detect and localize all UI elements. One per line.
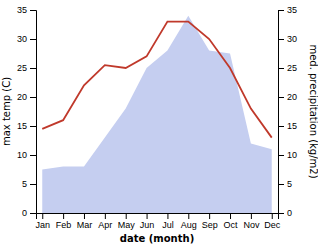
y-axis: 0 5 10 15 20 25 30 35 xyxy=(17,5,37,218)
tick-mark xyxy=(278,184,284,185)
tick-label: 25 xyxy=(17,63,27,73)
tick-label: 5 xyxy=(287,179,292,189)
tick: Feb xyxy=(56,213,72,230)
tick-mark xyxy=(147,213,148,219)
tick-label: 20 xyxy=(17,92,27,102)
tick-label: 5 xyxy=(22,179,27,189)
tick-mark xyxy=(251,213,252,219)
tick-mark xyxy=(167,213,168,219)
tick-mark xyxy=(278,39,284,40)
tick: 5 xyxy=(22,179,36,189)
chart: Jan Feb Mar Apr May Jun Jul Aug Sep Oct Nov Dec 0 5 10… xyxy=(0,0,318,247)
tick-label: 30 xyxy=(287,34,297,44)
tick: 25 xyxy=(278,63,297,73)
tick: 20 xyxy=(17,92,36,102)
tick-mark xyxy=(30,184,36,185)
tick-mark xyxy=(30,213,36,214)
tick-label: 0 xyxy=(22,208,27,218)
tick-mark xyxy=(278,97,284,98)
tick: 10 xyxy=(17,150,36,160)
tick-mark xyxy=(278,126,284,127)
tick: 30 xyxy=(17,34,36,44)
y2-axis-line xyxy=(279,11,285,214)
tick-mark xyxy=(209,213,210,219)
tick: 10 xyxy=(278,150,297,160)
tick: 5 xyxy=(278,179,292,189)
tick-mark xyxy=(30,10,36,11)
tick: 30 xyxy=(278,34,297,44)
tick-label: 35 xyxy=(287,5,297,15)
tick-mark xyxy=(30,126,36,127)
tick-mark xyxy=(278,68,284,69)
tick-label: 20 xyxy=(287,92,297,102)
tick-mark xyxy=(30,155,36,156)
tick-label: 10 xyxy=(17,150,27,160)
tick-label: Nov xyxy=(243,220,260,230)
tick-label: Jun xyxy=(140,220,155,230)
tick-mark xyxy=(63,213,64,219)
tick-mark xyxy=(278,10,284,11)
tick-mark xyxy=(84,213,85,219)
tick-label: Sep xyxy=(202,220,218,230)
tick: Aug xyxy=(181,213,197,230)
tick-mark xyxy=(188,213,189,219)
tick: Jul xyxy=(162,213,174,230)
tick-label: Mar xyxy=(77,220,93,230)
tick-mark xyxy=(30,39,36,40)
tick: 15 xyxy=(17,121,36,131)
tick-label: Jul xyxy=(162,220,174,230)
marks xyxy=(42,16,271,213)
tick-mark xyxy=(30,97,36,98)
y2-axis-title: med. precipitation (kg/m2) xyxy=(308,44,318,178)
tick-mark xyxy=(272,213,273,219)
tick: Jun xyxy=(140,213,155,230)
tick-label: 10 xyxy=(287,150,297,160)
x-axis-title: date (month) xyxy=(120,233,194,244)
tick-mark xyxy=(105,213,106,219)
tick-mark xyxy=(230,213,231,219)
tick: 35 xyxy=(278,5,297,15)
tick-label: Feb xyxy=(56,220,72,230)
tick-label: Aug xyxy=(181,220,197,230)
tick: Apr xyxy=(98,213,112,230)
tick-mark xyxy=(278,155,284,156)
tick-label: May xyxy=(118,220,136,230)
x-axis-line xyxy=(37,214,279,220)
y2-axis: 0 5 10 15 20 25 30 35 xyxy=(278,5,297,218)
tick: Mar xyxy=(77,213,93,230)
tick: 15 xyxy=(278,121,297,131)
tick-label: 0 xyxy=(287,208,292,218)
tick-label: 15 xyxy=(17,121,27,131)
tick-mark xyxy=(42,213,43,219)
tick-label: Oct xyxy=(224,220,239,230)
y-axis-title: max temp (C) xyxy=(1,77,12,146)
x-axis: Jan Feb Mar Apr May Jun Jul Aug Sep Oct Nov Dec xyxy=(36,213,281,230)
tick: 25 xyxy=(17,63,36,73)
tick-label: Dec xyxy=(264,220,281,230)
tick: Jan xyxy=(36,213,51,230)
line xyxy=(42,22,271,138)
tick: Nov xyxy=(243,213,260,230)
tick-label: Apr xyxy=(98,220,112,230)
tick: 0 xyxy=(278,208,292,218)
tick: Oct xyxy=(224,213,239,230)
tick: 20 xyxy=(278,92,297,102)
tick-label: 35 xyxy=(17,5,27,15)
plot: Jan Feb Mar Apr May Jun Jul Aug Sep Oct Nov Dec 0 5 10… xyxy=(17,5,297,230)
tick: Sep xyxy=(202,213,218,230)
tick: Dec xyxy=(264,213,281,230)
area xyxy=(42,16,271,213)
tick: 35 xyxy=(17,5,36,15)
tick-label: 25 xyxy=(287,63,297,73)
tick-mark xyxy=(278,213,284,214)
tick-mark xyxy=(30,68,36,69)
tick-mark xyxy=(126,213,127,219)
tick-label: 30 xyxy=(17,34,27,44)
tick-label: Jan xyxy=(36,220,51,230)
tick: 0 xyxy=(22,208,36,218)
y-axis-line xyxy=(30,11,37,214)
tick-label: 15 xyxy=(287,121,297,131)
tick: May xyxy=(118,213,136,230)
